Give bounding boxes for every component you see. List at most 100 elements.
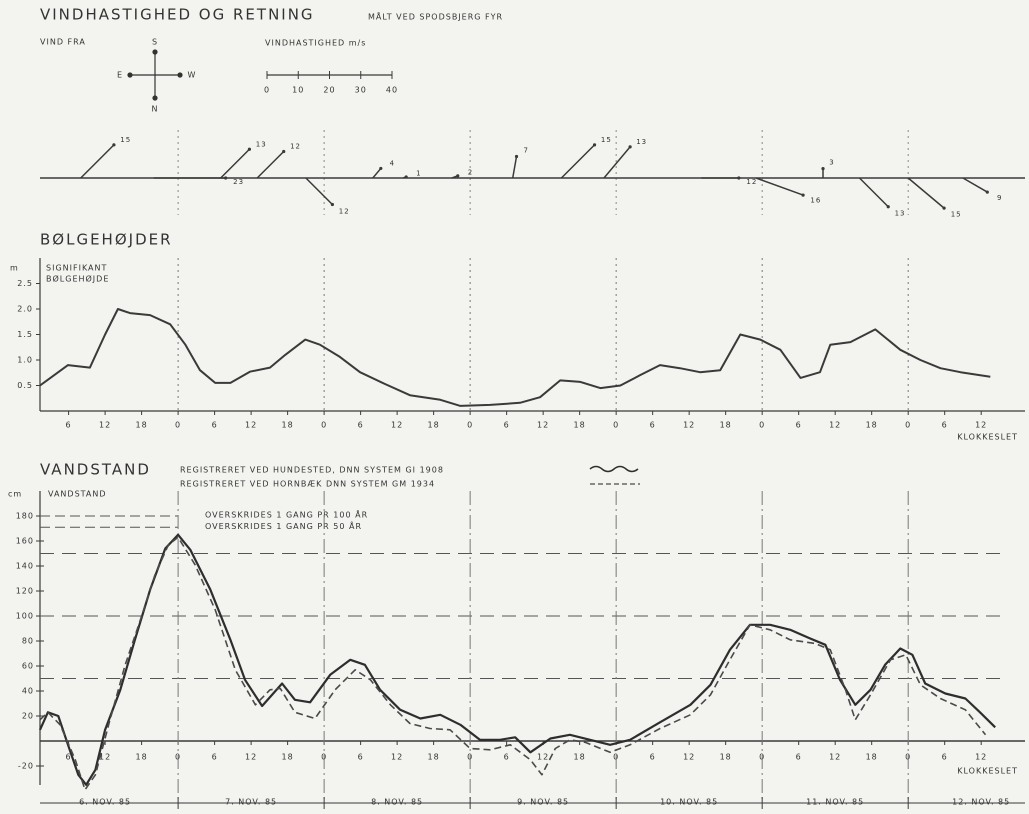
x-tick-label: 0 [759, 421, 765, 430]
y-axis-note: BØLGEHØJDE [46, 274, 109, 284]
date-label: 6. NOV. 85 [79, 798, 131, 807]
compass [127, 49, 183, 101]
date-label: 9. NOV. 85 [517, 798, 569, 807]
wind-stick [603, 146, 631, 179]
wind-speed-label: 13 [256, 140, 267, 148]
wind-speed-label: 2 [468, 168, 473, 176]
wind-stick-head [737, 176, 741, 180]
x-tick-label: 6 [212, 421, 218, 430]
speed-scale-label: 30 [355, 86, 367, 95]
wind-stick [755, 177, 804, 196]
wind-stick-head [456, 174, 460, 178]
y-axis-note: VANDSTAND [48, 490, 107, 499]
chart-title: BØLGEHØJDER [40, 231, 173, 249]
legend-swatch [589, 465, 639, 473]
x-tick-label: 6 [942, 421, 948, 430]
wind-stick-head [112, 143, 116, 147]
compass-label: N [152, 105, 159, 114]
x-tick-label: 12 [975, 753, 987, 762]
compass-end [152, 49, 158, 55]
wind-stick-head [821, 167, 825, 171]
wind-stick-head [985, 190, 989, 194]
compass-end [177, 72, 183, 78]
y-tick-label: 80 [22, 637, 34, 646]
speed-scale-label: 20 [323, 86, 335, 95]
y-tick-label: 140 [16, 562, 34, 571]
wind-stick [372, 167, 382, 179]
x-tick-label: 12 [683, 753, 695, 762]
wind-stick-head [886, 205, 890, 209]
x-tick-label: 6 [942, 753, 948, 762]
x-tick-label: 18 [136, 753, 148, 762]
compass-end [152, 95, 158, 101]
compass-label: E [117, 71, 123, 80]
x-tick-label: 6 [212, 753, 218, 762]
x-tick-label: 12 [245, 753, 257, 762]
x-tick-label: 18 [866, 753, 878, 762]
wind-speed-label: 23 [233, 178, 244, 186]
wind-speed-label: 12 [290, 143, 301, 151]
x-tick-label: 0 [905, 421, 911, 430]
x-tick-label: 6 [650, 753, 656, 762]
threshold-label: OVERSKRIDES 1 GANG PR 50 ÅR [205, 520, 362, 531]
y-axis-note: SIGNIFIKANT [46, 264, 107, 273]
wind-stick-head [628, 145, 632, 149]
water-level-line [38, 533, 996, 786]
y-tick-label: -20 [18, 762, 34, 771]
x-tick-label: 0 [321, 421, 327, 430]
legend-label: REGISTRERET VED HUNDESTED, DNN SYSTEM GI… [180, 466, 444, 475]
x-tick-label: 18 [136, 421, 148, 430]
x-tick-label: 12 [683, 421, 695, 430]
x-tick-label: 12 [391, 421, 403, 430]
chart-title: VANDSTAND [40, 461, 151, 479]
x-tick-label: 12 [537, 421, 549, 430]
threshold-label: OVERSKRIDES 1 GANG PR 100 ÅR [205, 509, 368, 520]
date-label: 11. NOV. 85 [806, 798, 864, 807]
direction-label: VIND FRA [40, 38, 86, 47]
y-tick-label: 0.5 [17, 381, 33, 390]
y-tick-label: 2.0 [17, 305, 33, 314]
compass-end [127, 72, 133, 78]
x-tick-label: 12 [829, 421, 841, 430]
date-label: 12. NOV. 85 [952, 798, 1010, 807]
wind-speed-label: 12 [339, 207, 350, 215]
y-tick-label: 2.5 [17, 279, 33, 288]
speed-scale-label: 0 [264, 86, 270, 95]
wind-speed-label: 12 [746, 178, 757, 186]
y-tick-label: 100 [16, 612, 34, 621]
wind-speed-label: 15 [120, 136, 131, 144]
x-tick-label: 18 [866, 421, 878, 430]
wind-stick [80, 144, 115, 179]
wind-speed-label: 1 [416, 170, 421, 178]
speed-scale-label: 10 [292, 86, 304, 95]
compass-label: W [188, 71, 197, 80]
wind-stick-head [942, 206, 946, 210]
wind-speed-label: 15 [601, 136, 612, 144]
x-tick-label: 0 [175, 421, 181, 430]
wind-stick-head [247, 147, 252, 151]
wind-stick [305, 177, 333, 206]
x-tick-label: 18 [720, 421, 732, 430]
wind-speed-label: 9 [997, 194, 1002, 202]
x-tick-label: 18 [282, 421, 294, 430]
wind-stick-head [404, 175, 408, 179]
x-tick-label: 18 [282, 753, 294, 762]
date-label: 7. NOV. 85 [225, 798, 277, 807]
speed-scale-label: 40 [386, 86, 398, 95]
x-tick-label: 0 [467, 421, 473, 430]
x-tick-label: 12 [829, 753, 841, 762]
water-level-line [39, 536, 987, 791]
wind-stick [560, 144, 596, 179]
wind-speed-label: 4 [390, 159, 395, 167]
x-tick-label: 6 [358, 421, 364, 430]
x-tick-label: 6 [66, 421, 72, 430]
wind-speed-label: 7 [523, 147, 528, 155]
wind-stick [907, 177, 945, 209]
y-axis-label: cm [8, 490, 22, 499]
y-tick-label: 20 [22, 712, 34, 721]
wind-stick [511, 156, 518, 179]
x-tick-label: 12 [99, 753, 111, 762]
date-label: 10. NOV. 85 [660, 798, 718, 807]
x-tick-label: 6 [504, 421, 510, 430]
